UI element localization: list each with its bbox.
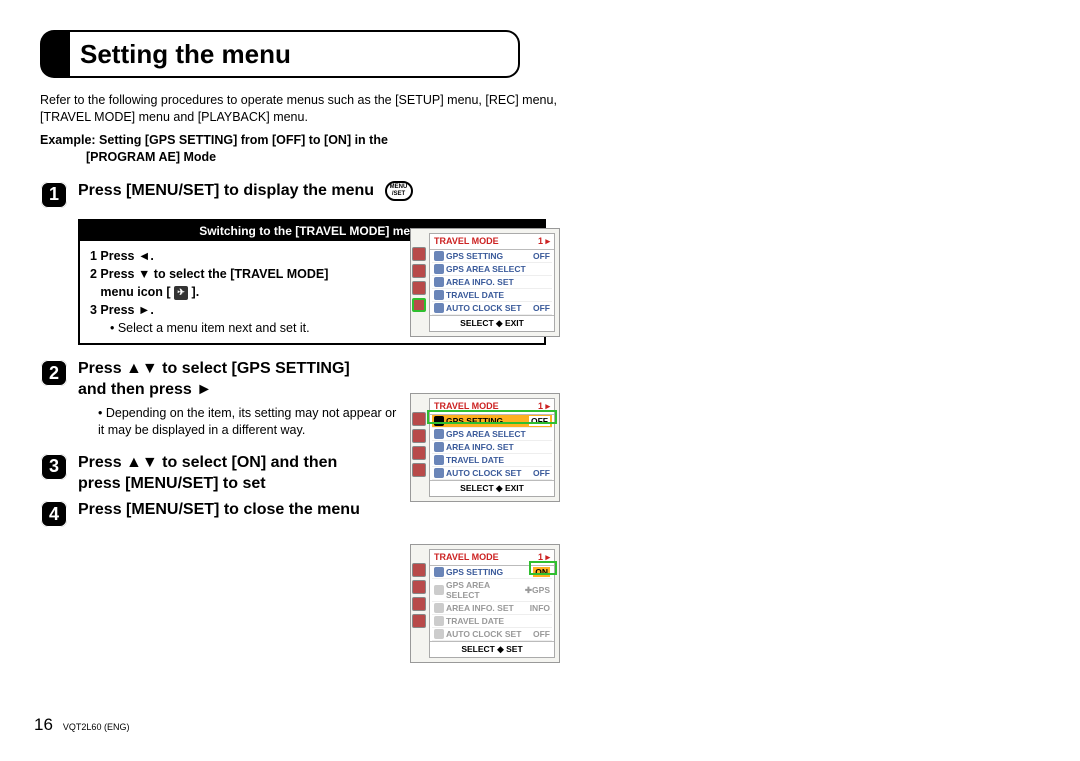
lcd2-rows: GPS SETTINGOFF GPS AREA SELECT AREA INFO… bbox=[430, 415, 554, 480]
side-icon bbox=[412, 412, 426, 426]
sub-line-2a: 2 Press ▼ to select the [TRAVEL MODE] bbox=[90, 267, 328, 281]
lcd-row-label: AUTO CLOCK SET bbox=[446, 468, 521, 478]
side-icon-selected bbox=[412, 298, 426, 312]
side-icon bbox=[412, 597, 426, 611]
lcd-row-val: OFF bbox=[533, 468, 550, 478]
step-2-title: Press ▲▼ to select [GPS SETTING] and the… bbox=[78, 359, 368, 401]
side-icon bbox=[412, 446, 426, 460]
lcd-row-label: GPS SETTING bbox=[446, 251, 503, 261]
step-number-1: 1 bbox=[40, 181, 68, 209]
lcd-screen-3: TRAVEL MODE 1 ▸ GPS SETTINGON GPS AREA S… bbox=[410, 544, 560, 663]
lcd-screenshots: TRAVEL MODE 1 ▸ GPS SETTING OFF GPS AREA … bbox=[410, 228, 560, 719]
lcd-row-label: GPS AREA SELECT bbox=[446, 429, 526, 439]
side-icon bbox=[412, 247, 426, 261]
step-number-4: 4 bbox=[40, 500, 68, 528]
title-tab-decor bbox=[40, 30, 70, 78]
side-icon bbox=[412, 429, 426, 443]
lcd3-rows: GPS SETTINGON GPS AREA SELECT✚GPS AREA I… bbox=[430, 566, 554, 641]
lcd-row-val: ✚GPS bbox=[525, 585, 550, 596]
page-title: Setting the menu bbox=[80, 39, 291, 70]
lcd-row-val: OFF bbox=[533, 303, 550, 313]
section-title-bar: Setting the menu bbox=[40, 30, 1080, 78]
lcd2-footer: SELECT ◆ EXIT bbox=[430, 480, 554, 496]
lcd-row-label: TRAVEL DATE bbox=[446, 616, 504, 626]
step-number-2: 2 bbox=[40, 359, 68, 387]
page-footer: 16 VQT2L60 (ENG) bbox=[34, 715, 129, 735]
green-highlight-row bbox=[427, 410, 557, 424]
side-icon bbox=[412, 463, 426, 477]
step-4-title: Press [MENU/SET] to close the menu bbox=[78, 500, 368, 521]
example-line-2: [PROGRAM AE] Mode bbox=[86, 149, 1080, 167]
lcd1-footer: SELECT ◆ EXIT bbox=[430, 315, 554, 331]
travel-mode-icon: ✈ bbox=[174, 286, 188, 300]
lcd-row-label: TRAVEL DATE bbox=[446, 455, 504, 465]
document-id: VQT2L60 (ENG) bbox=[63, 722, 130, 732]
lcd-row-label: TRAVEL DATE bbox=[446, 290, 504, 300]
step-2-note: • Depending on the item, its setting may… bbox=[98, 405, 398, 439]
side-icon bbox=[412, 281, 426, 295]
lcd-row-label: AREA INFO. SET bbox=[446, 277, 514, 287]
side-icon bbox=[412, 580, 426, 594]
green-highlight-value bbox=[529, 561, 557, 575]
lcd-title-text: TRAVEL MODE bbox=[434, 236, 499, 247]
step-number-3: 3 bbox=[40, 453, 68, 481]
intro-text: Refer to the following procedures to ope… bbox=[40, 92, 600, 126]
lcd-row-val: OFF bbox=[533, 251, 550, 261]
lcd-row-label: GPS AREA SELECT bbox=[446, 264, 526, 274]
lcd3-footer: SELECT ◆ SET bbox=[430, 641, 554, 657]
example-text: Example: Setting [GPS SETTING] from [OFF… bbox=[40, 132, 1080, 167]
sub-line-2c: ]. bbox=[192, 285, 200, 299]
lcd-row-label: AREA INFO. SET bbox=[446, 603, 514, 613]
title-tab: Setting the menu bbox=[70, 30, 520, 78]
side-icon bbox=[412, 563, 426, 577]
lcd3-side-icons bbox=[412, 563, 426, 628]
lcd-row-label: AUTO CLOCK SET bbox=[446, 629, 521, 639]
sub-line-2b: menu icon [ bbox=[100, 285, 170, 299]
lcd1-title: TRAVEL MODE 1 ▸ bbox=[430, 234, 554, 250]
example-line-1: Example: Setting [GPS SETTING] from [OFF… bbox=[40, 132, 1080, 150]
lcd-row-val: OFF bbox=[533, 629, 550, 639]
lcd1-side-icons bbox=[412, 247, 426, 312]
lcd-screen-1: TRAVEL MODE 1 ▸ GPS SETTING OFF GPS AREA … bbox=[410, 228, 560, 337]
page-number: 16 bbox=[34, 715, 53, 735]
lcd-row-label: AUTO CLOCK SET bbox=[446, 303, 521, 313]
lcd-row-label: GPS AREA SELECT bbox=[446, 580, 523, 600]
manual-page: Setting the menu Refer to the following … bbox=[0, 0, 1080, 761]
menuset-icon: MENU/SET bbox=[385, 181, 413, 201]
lcd-row-label: AREA INFO. SET bbox=[446, 442, 514, 452]
lcd2-side-icons bbox=[412, 412, 426, 477]
step-3-title: Press ▲▼ to select [ON] and then press [… bbox=[78, 453, 368, 495]
step-1-title: Press [MENU/SET] to display the menu MEN… bbox=[78, 181, 413, 202]
side-icon bbox=[412, 264, 426, 278]
lcd-title-text: TRAVEL MODE bbox=[434, 552, 499, 563]
lcd-screen-2: TRAVEL MODE 1 ▸ GPS SETTINGOFF GPS AREA … bbox=[410, 393, 560, 502]
side-icon bbox=[412, 614, 426, 628]
lcd-page-indicator: 1 ▸ bbox=[538, 236, 550, 247]
step-1-title-text: Press [MENU/SET] to display the menu bbox=[78, 182, 374, 199]
lcd-row-label: GPS SETTING bbox=[446, 567, 503, 577]
lcd1-rows: GPS SETTING OFF GPS AREA SELECT AREA INFO… bbox=[430, 250, 554, 315]
